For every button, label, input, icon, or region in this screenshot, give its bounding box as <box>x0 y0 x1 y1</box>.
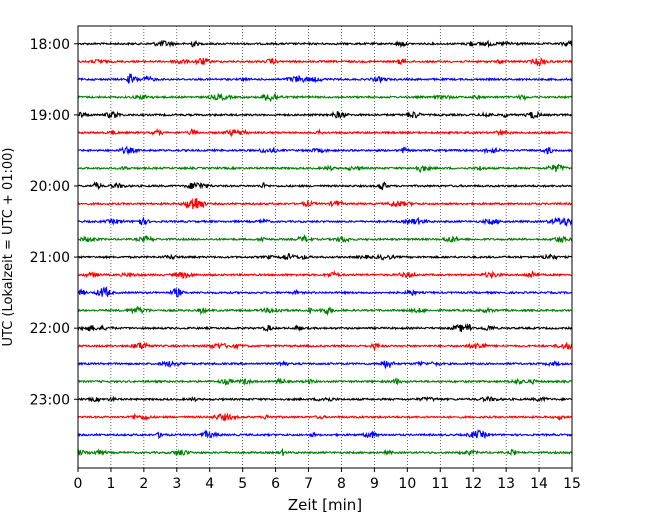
x-axis: 0 1 2 3 4 5 6 7 8 9 10 11 12 13 14 15 <box>74 468 581 492</box>
x-tick-label: 14 <box>530 476 548 492</box>
y-tick-label: 21:00 <box>30 250 70 266</box>
seismic-trace <box>77 429 573 440</box>
seismic-trace <box>77 163 573 174</box>
seismic-trace <box>77 322 573 333</box>
seismic-trace <box>77 447 573 457</box>
seismic-trace <box>77 216 573 227</box>
seismic-trace <box>77 377 573 386</box>
seismic-trace <box>77 395 573 403</box>
x-tick-label: 3 <box>172 476 181 492</box>
seismic-trace <box>77 253 573 261</box>
seismic-trace <box>77 73 573 84</box>
seismic-trace <box>77 127 573 138</box>
y-tick-label: 20:00 <box>30 179 70 195</box>
x-tick-label: 5 <box>238 476 247 492</box>
y-axis-label: UTC (Lokalzeit = UTC + 01:00) <box>1 148 16 347</box>
seismic-trace <box>77 269 573 280</box>
seismic-trace <box>77 197 573 210</box>
seismic-trace <box>77 110 573 120</box>
seismic-trace <box>77 56 573 68</box>
seismic-trace <box>77 39 573 49</box>
x-tick-label: 12 <box>464 476 482 492</box>
seismic-trace <box>77 233 573 244</box>
x-tick-label: 10 <box>398 476 416 492</box>
trace-group <box>77 39 573 457</box>
seismic-trace <box>77 145 573 156</box>
x-axis-label: Zeit [min] <box>288 496 362 514</box>
x-tick-label: 4 <box>205 476 214 492</box>
y-axis: 18:00 19:00 20:00 21:00 22:00 23:00 <box>30 37 78 408</box>
y-tick-label: 19:00 <box>30 108 70 124</box>
seismic-trace <box>77 286 573 298</box>
x-tick-label: 8 <box>337 476 346 492</box>
seismic-trace <box>77 305 573 317</box>
x-tick-label: 0 <box>74 476 83 492</box>
y-tick-label: 18:00 <box>30 37 70 53</box>
y-tick-label: 23:00 <box>30 392 70 408</box>
x-tick-label: 11 <box>431 476 449 492</box>
seismic-trace <box>77 181 573 191</box>
plot-frame <box>77 25 573 469</box>
seismic-trace <box>77 359 573 369</box>
x-tick-label: 6 <box>271 476 280 492</box>
y-tick-label: 22:00 <box>30 321 70 337</box>
x-tick-label: 13 <box>497 476 515 492</box>
x-tick-label: 7 <box>304 476 313 492</box>
seismic-trace <box>77 92 573 102</box>
seismic-trace <box>77 412 573 422</box>
seismic-trace <box>77 341 573 352</box>
x-tick-label: 9 <box>370 476 379 492</box>
x-tick-label: 1 <box>106 476 115 492</box>
x-tick-label: 2 <box>139 476 148 492</box>
x-tick-label: 15 <box>563 476 581 492</box>
